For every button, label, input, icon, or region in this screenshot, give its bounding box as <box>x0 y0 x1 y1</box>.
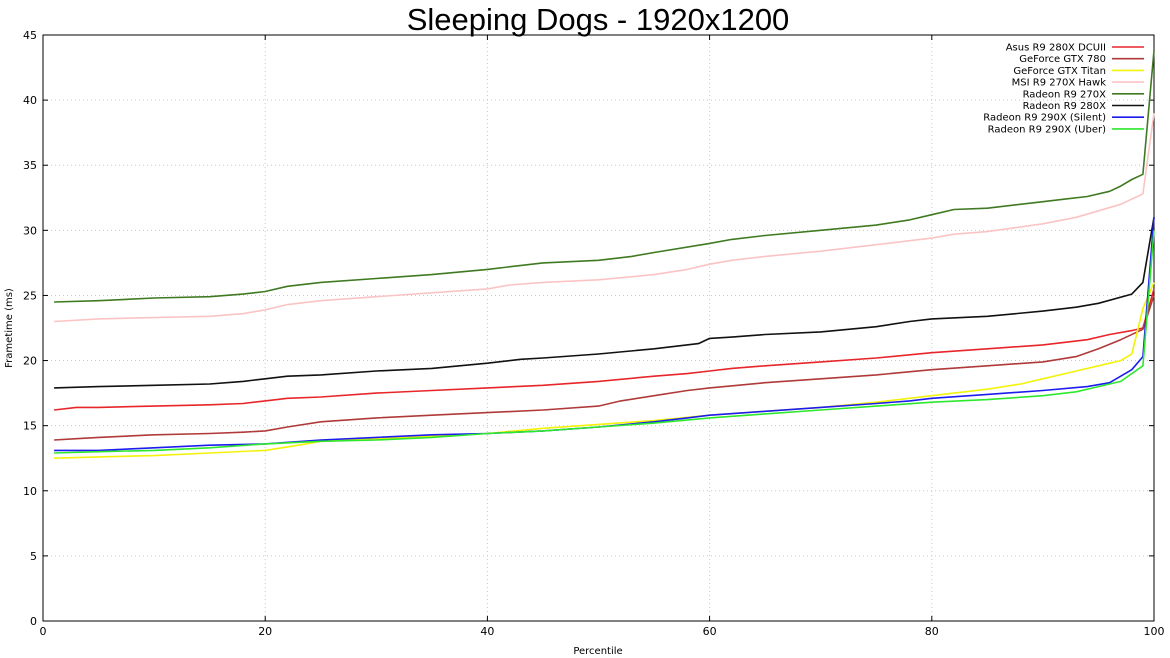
x-tick-label: 0 <box>40 625 47 638</box>
series-line-3 <box>54 282 1155 459</box>
series-lines <box>54 50 1155 459</box>
x-tick-label: 40 <box>480 625 494 638</box>
y-tick-label: 10 <box>23 485 37 498</box>
plot-frame <box>42 34 1155 622</box>
legend-label: Radeon R9 270X <box>1023 89 1107 100</box>
legend-label: Asus R9 280X DCUII <box>1006 43 1106 54</box>
series-line-7 <box>54 217 1155 452</box>
y-tick-label: 35 <box>23 159 37 172</box>
y-tick-label: 45 <box>23 29 37 42</box>
legend-label: GeForce GTX Titan <box>1013 66 1106 77</box>
legend-label: GeForce GTX 780 <box>1019 54 1106 65</box>
y-tick-label: 5 <box>30 550 37 563</box>
series-line-1 <box>54 288 1155 411</box>
y-axis-label: Frametime (ms) <box>4 288 15 368</box>
series-line-8 <box>54 230 1155 454</box>
series-line-2 <box>54 295 1155 441</box>
y-tick-label: 40 <box>23 94 37 107</box>
x-tick-label: 100 <box>1144 625 1165 638</box>
grid <box>43 35 1154 621</box>
x-tick-label: 20 <box>258 625 272 638</box>
chart-title: Sleeping Dogs - 1920x1200 <box>407 2 790 37</box>
y-tick-label: 20 <box>23 355 37 368</box>
legend-label: Radeon R9 290X (Silent) <box>983 113 1106 124</box>
legend-label: MSI R9 270X Hawk <box>1012 78 1107 89</box>
y-tick-label: 0 <box>30 615 37 628</box>
axes: 0 20 40 60 80 100 0 5 10 15 20 25 30 35 40 45 <box>23 29 1165 638</box>
series-line-6 <box>54 217 1155 389</box>
y-tick-label: 25 <box>23 289 37 302</box>
y-tick-label: 30 <box>23 224 37 237</box>
legend-label: Radeon R9 280X <box>1023 101 1107 112</box>
series-line-5 <box>54 50 1155 303</box>
x-tick-label: 60 <box>703 625 717 638</box>
series-line-4 <box>54 112 1155 323</box>
x-tick-label: 80 <box>925 625 939 638</box>
y-tick-label: 15 <box>23 420 37 433</box>
legend-label: Radeon R9 290X (Uber) <box>988 124 1106 135</box>
x-axis-label: Percentile <box>573 646 622 657</box>
